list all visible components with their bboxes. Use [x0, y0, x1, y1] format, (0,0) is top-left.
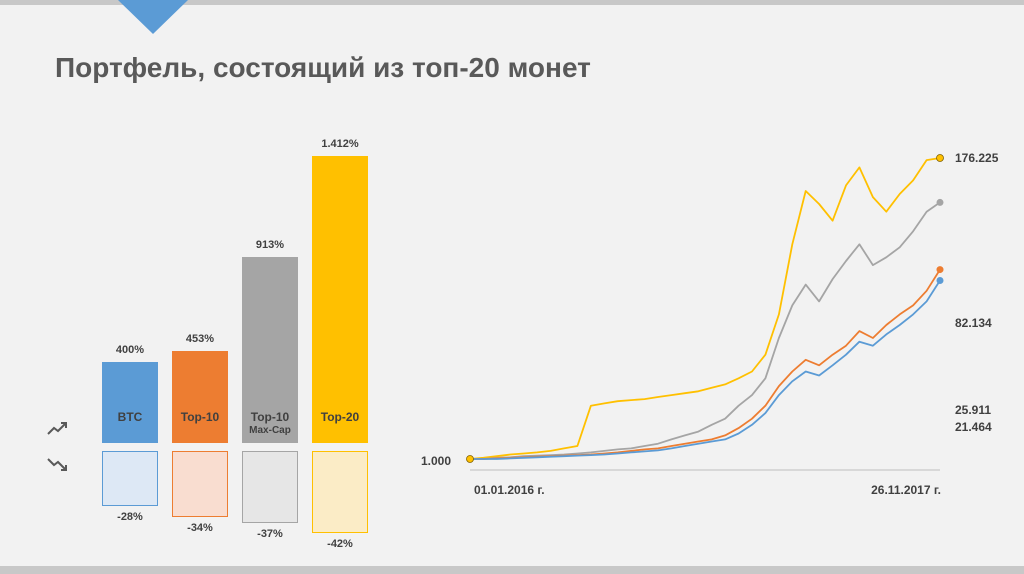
- y-start-label: 1.000: [421, 454, 451, 468]
- gain-bar-btc: BTC: [102, 361, 158, 443]
- corner-accent: [118, 0, 188, 34]
- gain-value-label: 1.412%: [321, 138, 359, 150]
- series-line-3: [470, 280, 941, 460]
- loss-value-label: -37%: [257, 528, 283, 541]
- series-end-label-0: 176.225: [955, 151, 999, 165]
- bar-category-label: Top-10: [250, 409, 290, 424]
- trend-down-icon: [47, 458, 67, 471]
- bar-category-label: BTC: [117, 409, 143, 424]
- gain-bar-top-20: Top-20: [312, 156, 368, 443]
- series-end-point-0: [936, 154, 944, 162]
- series-end-point-3: [936, 277, 944, 285]
- loss-bar-top-10-max-cap: [242, 451, 298, 524]
- x-start-label: 01.01.2016 г.: [474, 483, 545, 497]
- trend-up-icon: [47, 422, 67, 435]
- series-end-label-1: 82.134: [955, 316, 992, 330]
- gain-value-label: 453%: [185, 332, 215, 345]
- bar-category-label: Top-10: [180, 409, 220, 424]
- loss-bar-top-10: [172, 451, 228, 518]
- gain-bar-top-10-max-cap: Top-10 Max-Cap: [242, 257, 298, 443]
- bar-category-label: Top-20: [320, 410, 360, 424]
- series-end-point-1: [936, 198, 944, 206]
- loss-bar-top-20: [312, 451, 368, 533]
- loss-value-label: -42%: [327, 538, 353, 550]
- series-end-point-2: [936, 266, 944, 274]
- series-line-1: [470, 201, 941, 460]
- bottom-border: [0, 566, 1024, 574]
- x-end-label: 26.11.2017 г.: [871, 483, 941, 497]
- loss-bar-btc: [102, 451, 158, 506]
- series-line-2: [470, 269, 941, 460]
- bar-category-label: Max-Cap: [249, 424, 291, 436]
- gain-bar-top-10: Top-10: [172, 350, 228, 443]
- series-end-label-2: 25.911: [955, 403, 991, 417]
- series-start-point: [466, 455, 474, 463]
- loss-value-label: -34%: [187, 522, 213, 535]
- series-end-label-3: 21.464: [955, 420, 992, 434]
- top-border: [0, 0, 1024, 5]
- gain-value-label: 400%: [115, 343, 145, 356]
- series-line-0: [469, 157, 941, 460]
- loss-value-label: -28%: [117, 510, 143, 523]
- gain-value-label: 913%: [255, 239, 285, 252]
- page-title: Портфель, состоящий из топ-20 монет: [55, 52, 591, 83]
